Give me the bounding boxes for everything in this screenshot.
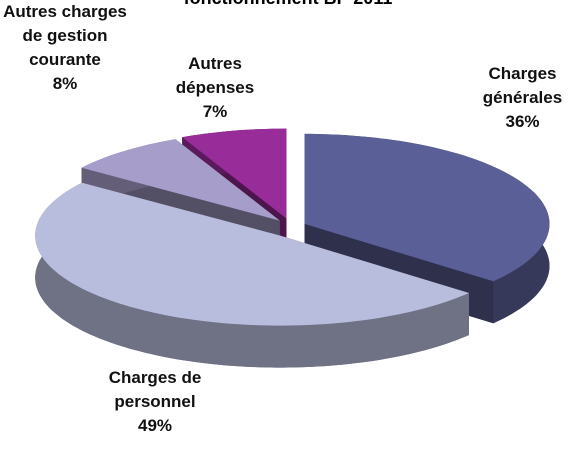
category-name: Autres charges de gestion courante — [3, 2, 127, 69]
slice-label: Charges générales 36% — [460, 62, 576, 134]
category-name: Charges de personnel — [108, 368, 202, 411]
slice-label: Autres dépenses 7% — [150, 52, 280, 124]
value-label: 8% — [52, 74, 78, 93]
chart-title: fonctionnement BP 2011 — [0, 0, 576, 9]
slice-top — [304, 133, 550, 282]
category-name: Autres dépenses — [175, 54, 255, 97]
slice-top — [81, 139, 280, 221]
pie-slice — [35, 182, 469, 368]
slice-side — [35, 182, 469, 368]
slice-top — [182, 128, 287, 219]
category-name: Charges générales — [482, 64, 563, 107]
slice-top — [35, 182, 469, 326]
value-label: 36% — [505, 112, 540, 131]
slice-label: Autres charges de gestion courante 8% — [0, 0, 130, 96]
slice-label: Charges de personnel 49% — [70, 366, 240, 438]
value-label: 7% — [202, 102, 228, 121]
value-label: 49% — [137, 416, 173, 435]
